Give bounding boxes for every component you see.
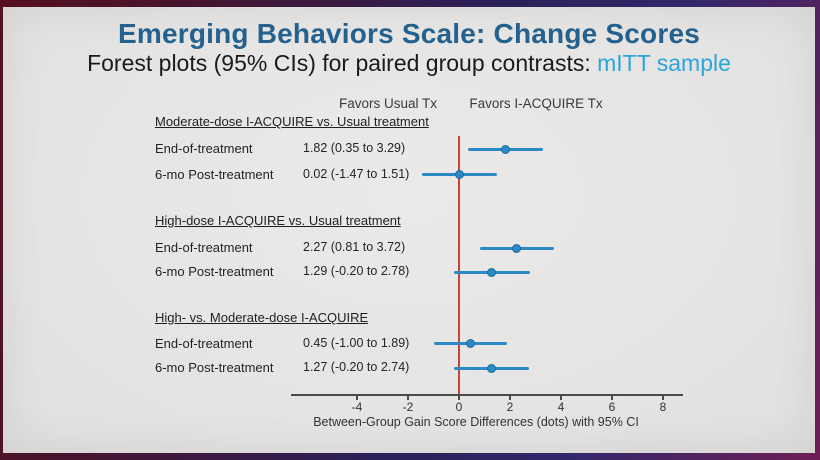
axis-tick-label: 4 xyxy=(557,400,565,414)
axis-tick-label: 0 xyxy=(455,400,463,414)
row-estimate: 1.82 (0.35 to 3.29) xyxy=(303,141,406,155)
column-header-favors-usual-tx: Favors Usual Tx xyxy=(338,96,438,111)
group-heading: High- vs. Moderate-dose I-ACQUIRE xyxy=(155,310,369,325)
axis-tick-label: 8 xyxy=(659,400,667,414)
row-label: End-of-treatment xyxy=(155,335,253,351)
row-label: 6-mo Post-treatment xyxy=(155,166,274,182)
axis-tick-label: -4 xyxy=(351,400,363,414)
slide-subtitle: Forest plots (95% CIs) for paired group … xyxy=(3,50,815,77)
axis-tick-mark xyxy=(407,394,409,400)
row-estimate: 0.45 (-1.00 to 1.89) xyxy=(303,335,410,350)
zero-reference-line xyxy=(458,136,460,394)
axis-tick-mark xyxy=(560,394,562,400)
row-label: 6-mo Post-treatment xyxy=(155,264,274,279)
subtitle-text: Forest plots (95% CIs) for paired group … xyxy=(87,50,598,76)
point-estimate-dot xyxy=(487,267,497,277)
axis-tick-label: 2 xyxy=(506,400,514,414)
row-label: End-of-treatment xyxy=(155,240,253,255)
point-estimate-dot xyxy=(500,144,510,154)
group-heading: Moderate-dose I-ACQUIRE vs. Usual treatm… xyxy=(155,114,429,129)
point-estimate-dot xyxy=(486,363,496,373)
axis-tick-mark xyxy=(611,394,613,400)
slide-title: Emerging Behaviors Scale: Change Scores xyxy=(117,18,700,49)
column-header-favors-iacquire-tx: Favors I-ACQUIRE Tx xyxy=(469,96,603,111)
x-axis-line xyxy=(290,394,684,396)
row-estimate: 2.27 (0.81 to 3.72) xyxy=(303,240,406,254)
subtitle-highlight: mITT sample xyxy=(597,50,731,76)
point-estimate-dot xyxy=(465,339,475,348)
row-estimate: 1.29 (-0.20 to 2.78) xyxy=(303,264,410,278)
x-axis-label: Between-Group Gain Score Differences (do… xyxy=(313,415,639,429)
slide: Emerging Behaviors Scale: Change Scores … xyxy=(3,7,815,453)
row-estimate: 1.27 (-0.20 to 2.74) xyxy=(303,360,410,374)
point-estimate-dot xyxy=(455,170,464,179)
axis-tick-mark xyxy=(662,394,664,400)
row-estimate: 0.02 (-1.47 to 1.51) xyxy=(303,166,410,181)
group-heading: High-dose I-ACQUIRE vs. Usual treatment xyxy=(155,213,401,228)
point-estimate-dot xyxy=(512,243,522,253)
row-label: 6-mo Post-treatment xyxy=(155,360,274,375)
forest-plot: Favors Usual Tx Favors I-ACQUIRE Tx Betw… xyxy=(3,7,815,453)
axis-tick-mark xyxy=(509,394,511,400)
axis-tick-mark xyxy=(458,394,460,400)
axis-tick-mark xyxy=(356,394,358,400)
axis-tick-label: -2 xyxy=(402,400,414,414)
row-label: End-of-treatment xyxy=(155,141,253,156)
axis-tick-label: 6 xyxy=(608,400,616,414)
